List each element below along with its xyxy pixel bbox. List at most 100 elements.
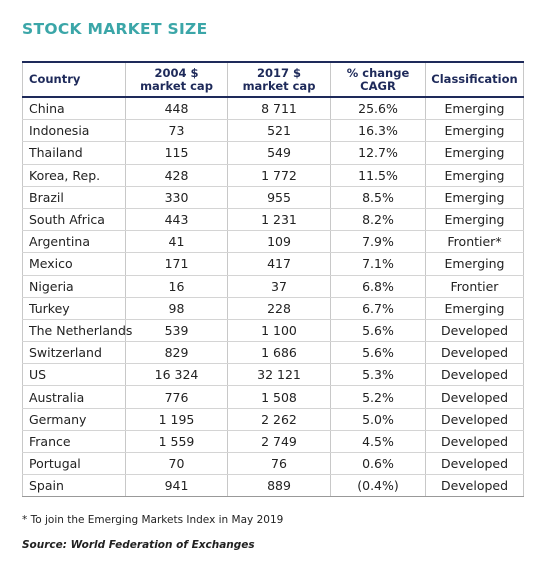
table-cell: 6.8% — [330, 275, 426, 298]
table-cell: 98 — [125, 297, 228, 320]
table-row: China 448 8 711 25.6% Emerging — [22, 97, 524, 121]
table-cell: 1 559 — [125, 430, 228, 454]
header-cell: Country — [22, 61, 126, 98]
table-cell: South Africa — [22, 208, 126, 232]
table-cell: Thailand — [22, 141, 126, 165]
footnote: * To join the Emerging Markets Index in … — [22, 514, 284, 526]
header-text: market cap — [140, 78, 213, 93]
table-row: Thailand 115 549 12.7% Emerging — [22, 141, 524, 165]
table-cell: 1 686 — [227, 341, 331, 365]
table-cell: 5.6% — [330, 341, 426, 365]
table-cell: Developed — [425, 430, 524, 454]
table-cell: 8 711 — [227, 97, 331, 121]
table-cell: Developed — [425, 408, 524, 431]
table-cell: 776 — [125, 385, 228, 409]
market-table: Country 2004 $ market cap 2017 $ market cap%… — [22, 61, 524, 498]
table-cell: 73 — [125, 119, 228, 143]
table-cell: 7.9% — [330, 230, 426, 254]
table-row: Brazil 330 955 8.5% Emerging — [22, 186, 524, 209]
table-row: Nigeria 16 37 6.8% Frontier — [22, 275, 524, 298]
table-cell: Portugal — [22, 452, 126, 476]
table-cell: 0.6% — [330, 452, 426, 476]
table-cell: Nigeria — [22, 275, 126, 298]
table-cell: 8.2% — [330, 208, 426, 232]
table-cell: Turkey — [22, 297, 126, 320]
table-row: Switzerland 829 1 686 5.6% Developed — [22, 341, 524, 365]
table-cell: Frontier — [425, 275, 524, 298]
table-cell: 8.5% — [330, 186, 426, 209]
table-cell: Developed — [425, 385, 524, 409]
header-cell: 2017 $ market cap — [227, 61, 331, 98]
table-cell: Emerging — [425, 141, 524, 165]
table-cell: 1 100 — [227, 319, 331, 343]
table-row: Turkey 98 228 6.7% Emerging — [22, 297, 524, 320]
table-cell: 1 231 — [227, 208, 331, 232]
table-cell: 417 — [227, 252, 331, 276]
table-cell: Emerging — [425, 186, 524, 209]
table-row: The Netherlands 539 1 100 5.6% Developed — [22, 319, 524, 343]
table-cell: US — [22, 363, 126, 387]
header-row: Country 2004 $ market cap 2017 $ market cap%… — [22, 61, 524, 98]
header-text: % change — [346, 65, 410, 80]
table-row: Korea, Rep. 428 1 772 11.5% Emerging — [22, 164, 524, 187]
table-row: US 16 324 32 121 5.3% Developed — [22, 363, 524, 387]
table-cell: 41 — [125, 230, 228, 254]
header-cell: % change CAGR — [330, 61, 426, 98]
table-cell: 1 508 — [227, 385, 331, 409]
table-cell: 171 — [125, 252, 228, 276]
table-cell: The Netherlands — [22, 319, 132, 343]
table-cell: Germany — [22, 408, 126, 431]
header-cell: 2004 $ market cap — [125, 61, 228, 98]
table-cell: 25.6% — [330, 97, 426, 121]
header-text: Classification — [431, 72, 518, 86]
table-cell: 11.5% — [330, 164, 426, 187]
table-row: Spain 941 889 (0.4%) Developed — [22, 474, 524, 498]
table-cell: (0.4%) — [330, 474, 426, 498]
table-row: Argentina 41 109 7.9% Frontier* — [22, 230, 524, 254]
table-cell: 941 — [125, 474, 228, 498]
table-cell: Australia — [22, 385, 126, 409]
table-cell: France — [22, 430, 126, 454]
table-cell: 2 262 — [227, 408, 331, 431]
header-text: Country — [29, 72, 81, 86]
table-cell: 521 — [227, 119, 331, 143]
table-cell: 330 — [125, 186, 228, 209]
table-cell: Developed — [425, 474, 524, 498]
table-cell: 109 — [227, 230, 331, 254]
table-cell: 1 772 — [227, 164, 331, 187]
table-cell: Frontier* — [425, 230, 524, 254]
source: Source: World Federation of Exchanges — [22, 539, 255, 551]
table-row: Germany 1 195 2 262 5.0% Developed — [22, 408, 524, 431]
header-cell: Classification — [425, 61, 524, 98]
table-cell: 5.6% — [330, 319, 426, 343]
table-row: France 1 559 2 749 4.5% Developed — [22, 430, 524, 454]
table-cell: 16.3% — [330, 119, 426, 143]
header-text: 2017 $ — [256, 65, 301, 80]
table-cell: Korea, Rep. — [22, 164, 126, 187]
table-cell: Switzerland — [22, 341, 126, 365]
table-row: Indonesia 73 521 16.3% Emerging — [22, 119, 524, 143]
table-cell: 6.7% — [330, 297, 426, 320]
table-cell: Emerging — [425, 252, 524, 276]
table-cell: Emerging — [425, 297, 524, 320]
table-cell: 12.7% — [330, 141, 426, 165]
table-cell: China — [22, 97, 126, 121]
table-cell: Brazil — [22, 186, 126, 209]
table-cell: 889 — [227, 474, 331, 498]
header-text: CAGR — [360, 78, 396, 93]
table-cell: 955 — [227, 186, 331, 209]
table-cell: 829 — [125, 341, 228, 365]
table-row: South Africa 443 1 231 8.2% Emerging — [22, 208, 524, 232]
table-cell: 37 — [227, 275, 331, 298]
table-cell: 539 — [125, 319, 228, 343]
table-cell: 5.0% — [330, 408, 426, 431]
table-cell: 228 — [227, 297, 331, 320]
table-cell: 32 121 — [227, 363, 331, 387]
table-cell: 428 — [125, 164, 228, 187]
table-cell: 4.5% — [330, 430, 426, 454]
table-cell: Developed — [425, 319, 524, 343]
table-cell: 16 324 — [125, 363, 228, 387]
header-text: 2004 $ — [154, 65, 199, 80]
table-cell: 1 195 — [125, 408, 228, 431]
